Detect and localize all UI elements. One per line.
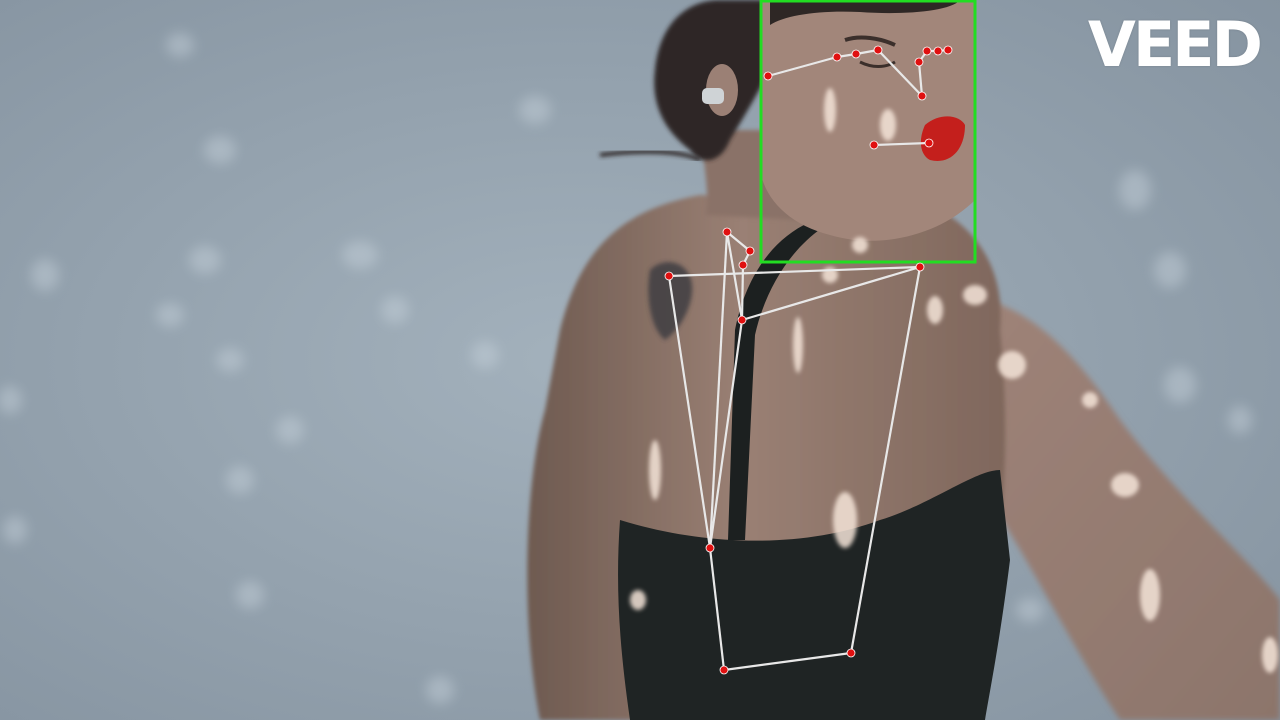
keypoint-knee_l bbox=[719, 665, 729, 675]
keypoint-nose bbox=[917, 91, 927, 101]
skeleton-bone-shoulder_l-hip_l bbox=[667, 275, 712, 549]
veed-watermark-logo: VEED bbox=[1087, 8, 1263, 81]
keypoint-hip_l bbox=[705, 543, 715, 553]
keypoint-face_r2 bbox=[922, 46, 932, 56]
face-bounding-box bbox=[759, 0, 977, 264]
keypoint-shoulder_r bbox=[915, 262, 925, 272]
red-lips bbox=[920, 116, 965, 161]
keypoint-neck_a bbox=[722, 227, 732, 237]
skeleton-bone-neck_a-neck_d bbox=[725, 231, 744, 321]
right-arm bbox=[920, 295, 1280, 720]
hairline bbox=[770, 0, 960, 25]
skeleton-bone-face_r1-nose bbox=[917, 61, 924, 97]
skeleton-bone-mouth_l-mouth_r bbox=[873, 141, 930, 147]
keypoint-mouth_r bbox=[924, 138, 934, 148]
skeleton-bone-hip_l-knee_l bbox=[708, 547, 726, 671]
wall-light-spots bbox=[0, 33, 1252, 704]
keypoint-neck_b bbox=[745, 246, 755, 256]
skeleton-bone-neck_a-hip_l bbox=[708, 231, 729, 549]
skeleton-bone-knee_r-shoulder_r bbox=[849, 266, 922, 654]
skeleton-bone-shoulder_l-shoulder_r bbox=[668, 265, 921, 278]
keypoint-neck_c bbox=[738, 260, 748, 270]
keypoint-face_r1 bbox=[914, 57, 924, 67]
keypoints bbox=[664, 45, 953, 675]
skeleton-bone-face_left-face_l2 bbox=[767, 55, 838, 78]
keypoint-knee_r bbox=[846, 648, 856, 658]
hair-strand bbox=[599, 149, 701, 162]
closed-eye bbox=[859, 60, 896, 68]
keypoint-neck_d bbox=[737, 315, 747, 325]
skeleton-bone-knee_l-knee_r bbox=[723, 651, 852, 672]
keypoint-shoulder_l bbox=[664, 271, 674, 281]
black-top bbox=[618, 470, 1010, 720]
keypoint-mouth_l bbox=[869, 140, 879, 150]
skeleton-bone-face_l4-nose bbox=[877, 49, 923, 97]
skeleton-bone-neck_d-shoulder_r bbox=[741, 265, 921, 322]
keypoint-face_left bbox=[763, 71, 773, 81]
skeleton-lines bbox=[667, 48, 949, 672]
left-eyebrow bbox=[844, 35, 896, 47]
top-strap bbox=[728, 222, 822, 540]
keypoint-face_l2 bbox=[832, 52, 842, 62]
skeleton-bone-neck_a-neck_b bbox=[726, 231, 751, 252]
shoulder-tattoo bbox=[648, 262, 693, 340]
skin-light-flecks bbox=[630, 88, 1278, 673]
skeleton-bone-neck_d-hip_l bbox=[708, 319, 744, 549]
keypoint-face_l4 bbox=[873, 45, 883, 55]
ear-cuff bbox=[702, 88, 724, 104]
keypoint-face_r3 bbox=[933, 46, 943, 56]
keypoint-face_l3 bbox=[851, 49, 861, 59]
keypoint-face_r4 bbox=[943, 45, 953, 55]
